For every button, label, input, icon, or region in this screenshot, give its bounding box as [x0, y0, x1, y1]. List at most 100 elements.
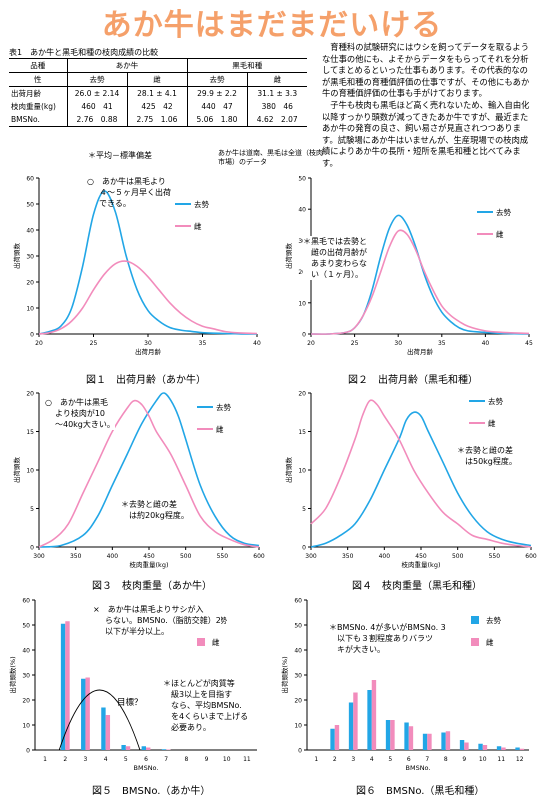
y-axis-label: 出荷頭数	[284, 457, 293, 484]
legend-label: 去勢	[216, 402, 231, 412]
x-tick-label: 6	[407, 756, 411, 763]
legend-label: 去勢	[496, 207, 511, 217]
x-tick-label: 1	[43, 756, 47, 763]
annotation-line: を4くらいまで上げる	[171, 712, 249, 721]
table-cell: 4.62 2.07	[247, 113, 307, 127]
table-row: 出荷月齢 26.0 ± 2.14 28.1 ± 4.1 29.9 ± 2.2 3…	[9, 86, 307, 100]
x-axis-label: 出荷月齢	[407, 347, 434, 356]
y-axis-label: 出荷頭数	[12, 243, 21, 270]
annotation-line: 級3以上を目指す	[171, 690, 233, 699]
target-label: 目標？	[117, 698, 143, 708]
table-cell: 31.1 ± 3.3	[257, 89, 298, 98]
table-header-row: 性 去勢 雌 去勢 雌	[9, 72, 307, 87]
figure-6-caption: 図６ BMSNo.（黒毛和種）	[356, 786, 485, 797]
legend-label: 雌	[216, 424, 224, 434]
page-title: あか牛はまだまだいける	[101, 8, 443, 43]
legend-label: 雌	[486, 637, 494, 647]
series-line-heifer	[38, 260, 258, 335]
annotation-line: は50kg程度。	[465, 457, 517, 466]
bar-heifer	[353, 692, 358, 750]
x-tick-label: 2	[63, 756, 67, 763]
bar-steer	[161, 749, 167, 750]
y-axis-label: 出荷頭数(%)	[8, 656, 17, 693]
x-tick-label: 11	[497, 756, 505, 763]
legend-swatch	[471, 638, 479, 646]
bar-steer	[121, 745, 126, 750]
x-tick-label: 2	[333, 756, 337, 763]
legend-swatch	[197, 638, 205, 646]
figure-3-caption: 図３ 枝肉重量（あか牛）	[92, 581, 212, 592]
y-tick-label: 0	[298, 748, 302, 755]
x-tick-label: 1	[314, 756, 318, 763]
annotation-line: らない。BMSNo.（脂肪交雑）2	[105, 616, 221, 625]
y-tick-label: 20	[298, 391, 306, 398]
paragraph: 子牛も枝肉も黒毛ほど高く売れないため、輸入自由化以降すっかり頭数が減ってきたあか…	[322, 99, 530, 168]
table-header-cell: 去勢	[187, 72, 248, 87]
figure-2: 0 10 20 30 40 50 出荷頭数 20 25 30 35 40 45 出荷月齢 去勢雌 ＊黒毛では…	[277, 170, 539, 365]
bar-steer	[330, 728, 335, 750]
bar-heifer	[85, 677, 90, 750]
y-tick-label: 60	[22, 598, 30, 605]
table-header-row: 品種 あか牛 黒毛和種	[9, 58, 307, 73]
y-tick-label: 30	[22, 673, 30, 680]
bar-steer	[496, 746, 502, 750]
y-axis-label: 出荷頭数	[12, 457, 21, 484]
bar-heifer	[501, 747, 506, 750]
legend-label: 雌	[496, 229, 504, 239]
x-tick-label: 4	[104, 756, 108, 763]
x-tick-label: 8	[184, 756, 188, 763]
y-tick-label: 50	[22, 623, 30, 630]
table-note-stats: ＊平均－標準偏差	[88, 151, 152, 160]
x-axis-label: 枝肉重量(kg)	[402, 560, 441, 569]
annotation-line: ＊BMSNo. 4が多いがBMSNo. 3	[329, 623, 446, 632]
figure-5-annotation: × あか牛は黒毛よりサシが入 らない。BMSNo.（脂肪交雑）2 以下が半分以上…	[93, 604, 221, 637]
y-tick-label: 20	[26, 391, 34, 398]
annotation-line: ○ あか牛は黒毛より	[87, 177, 166, 186]
x-tick-label: 7	[164, 756, 168, 763]
x-tick-label: 5	[388, 756, 392, 763]
y-tick-label: 40	[22, 648, 30, 655]
figure-1: 0 10 20 30 40 50 60 出荷頭数 20 25 30 35 40 出荷月齢 去勢雌 ○ あか牛…	[5, 170, 267, 365]
table-note-source: あか牛は道南、黒毛は全道（枝肉市場）のデータ	[218, 149, 323, 166]
figure-1-annotation: ○ あか牛は黒毛より ４～５ヶ月早く出荷 できる。	[87, 176, 171, 209]
table-cell: 380 46	[261, 102, 293, 111]
y-tick-label: 60	[26, 176, 34, 183]
table-header-cell: 黒毛和種	[187, 58, 307, 73]
legend-swatch	[471, 616, 479, 624]
table-row: 枝肉重量(kg) 460 41 425 42 440 47 380 46	[9, 100, 307, 113]
y-tick-label: 15	[26, 429, 34, 436]
x-tick-label: 4	[370, 756, 374, 763]
y-tick-label: 0	[302, 332, 306, 339]
table-cell: 2.75 1.06	[127, 113, 188, 127]
x-tick-label: 40	[253, 340, 261, 347]
x-tick-label: 450	[143, 553, 155, 560]
bar-steer	[515, 747, 520, 750]
table-header-cell: 去勢	[67, 72, 128, 87]
x-tick-label: 600	[253, 553, 265, 560]
y-tick-label: 5	[302, 506, 306, 513]
x-tick-label: 30	[144, 340, 152, 347]
y-tick-label: 0	[26, 748, 30, 755]
x-tick-label: 550	[489, 553, 501, 560]
table-cell: 29.9 ± 2.2	[187, 86, 248, 100]
x-tick-label: 12	[516, 756, 524, 763]
figure-3-annotation: ○ あか牛は黒毛 より枝肉が10 ～40kg大きい。	[45, 397, 115, 430]
bar-steer	[81, 678, 86, 750]
bar-steer	[348, 702, 354, 750]
legend-label: 雌	[212, 637, 220, 647]
table-header-cell: 雌	[247, 72, 307, 87]
x-tick-label: 300	[305, 553, 317, 560]
table-row: BMSNo. 2.76 0.88 2.75 1.06 5.06 1.80 4.6…	[9, 113, 307, 127]
y-tick-label: 0	[30, 545, 34, 552]
x-tick-label: 7	[425, 756, 429, 763]
x-tick-label: 500	[180, 553, 192, 560]
y-tick-label: 40	[294, 648, 302, 655]
bar-heifer	[445, 731, 451, 750]
series-line-steer	[38, 392, 260, 548]
y-tick-label: 40	[298, 207, 306, 214]
table-header-cell: 雌	[127, 72, 188, 87]
x-tick-label: 35	[199, 340, 207, 347]
table-cell: 26.0 ± 2.14	[67, 86, 128, 100]
legend-label: 去勢	[488, 396, 503, 406]
table-cell: 425 42	[127, 100, 188, 113]
